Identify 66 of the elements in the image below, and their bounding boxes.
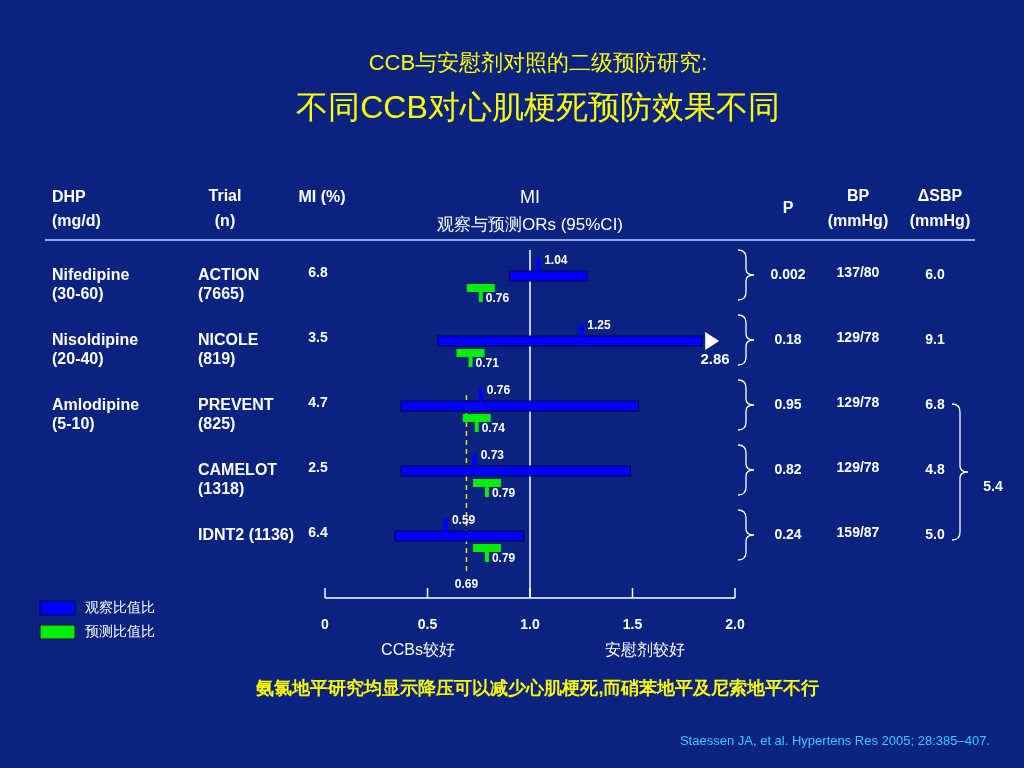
chart-title: CCB与安慰剂对照的二级预防研究: bbox=[368, 50, 708, 77]
annotation: 2.86 bbox=[700, 350, 730, 368]
ref-line-label: 0.69 bbox=[454, 577, 479, 592]
annotation: 2.5 bbox=[308, 459, 328, 476]
text: 159/87 bbox=[836, 524, 880, 541]
text: Nifedipine (30-60) bbox=[52, 265, 131, 304]
text: 129/78 bbox=[836, 394, 880, 411]
text: 9.1 bbox=[925, 331, 945, 348]
text: 6.8 bbox=[925, 396, 945, 413]
text: 4.8 bbox=[925, 461, 945, 478]
x-tick-label: 2.0 bbox=[725, 616, 745, 633]
text: 观察与预测ORs (95%CI) bbox=[436, 215, 624, 236]
data-label: 0.74 bbox=[481, 421, 506, 436]
text: 0.95 bbox=[774, 396, 802, 413]
data-label: 0.76 bbox=[485, 291, 510, 306]
text: 安慰剂较好 bbox=[605, 640, 685, 660]
data-label: 0.73 bbox=[480, 448, 504, 463]
text: (mmHg) bbox=[827, 211, 889, 231]
text: DHP bbox=[52, 187, 86, 207]
annotation: 3.5 bbox=[308, 329, 328, 346]
data-label: 0.76 bbox=[486, 383, 511, 398]
y-tick-label: CAMELOT (1318) bbox=[198, 460, 279, 499]
text: ΔSBP bbox=[917, 186, 963, 206]
text: 129/78 bbox=[836, 329, 880, 346]
text: P bbox=[782, 198, 794, 218]
annotation: 6.4 bbox=[308, 524, 328, 541]
text: 0.18 bbox=[774, 331, 802, 348]
x-tick-label: 0.5 bbox=[417, 616, 438, 633]
text: 0.24 bbox=[774, 526, 802, 543]
data-label: 1.25 bbox=[587, 318, 611, 333]
data-label: 0.59 bbox=[451, 513, 476, 528]
annotation: 6.8 bbox=[308, 264, 328, 281]
data-label: 1.04 bbox=[544, 253, 568, 268]
text: 5.0 bbox=[925, 526, 945, 543]
text: Amlodipine (5-10) bbox=[52, 395, 141, 434]
text: Staessen JA, et al. Hypertens Res 2005; 28:385–407. bbox=[679, 733, 990, 749]
y-tick-label: ACTION (7665) bbox=[198, 265, 261, 304]
text: CCBs较好 bbox=[381, 640, 455, 660]
text: 5.4 bbox=[983, 478, 1003, 495]
legend-label: 预测比值比 bbox=[85, 623, 155, 640]
y-tick-label: NICOLE (819) bbox=[198, 330, 260, 369]
annotation: 4.7 bbox=[308, 394, 328, 411]
data-label: 0.71 bbox=[475, 356, 499, 371]
legend-label: 观察比值比 bbox=[85, 599, 155, 616]
text: 129/78 bbox=[836, 459, 880, 476]
text: Trial bbox=[208, 186, 242, 206]
x-tick-label: 1.5 bbox=[622, 616, 643, 633]
chart-subtitle: 不同CCB对心肌梗死预防效果不同 bbox=[296, 88, 780, 127]
text: (mmHg) bbox=[909, 211, 971, 231]
text: (n) bbox=[214, 211, 236, 231]
text: BP bbox=[846, 186, 870, 206]
text: MI bbox=[520, 187, 540, 209]
text: 6.0 bbox=[925, 266, 945, 283]
text: 0.82 bbox=[774, 461, 802, 478]
data-label: 0.79 bbox=[491, 486, 516, 501]
x-tick-label: 1.0 bbox=[520, 616, 540, 633]
text: Nisoldipine (20-40) bbox=[52, 330, 140, 369]
text: 0.002 bbox=[770, 266, 806, 283]
text: MI (%) bbox=[298, 187, 346, 207]
text: 137/80 bbox=[836, 264, 880, 281]
data-label: 0.79 bbox=[491, 551, 516, 566]
x-tick-label: 0 bbox=[321, 616, 329, 633]
text: (mg/d) bbox=[52, 211, 101, 231]
y-tick-label: IDNT2 (1136) bbox=[198, 525, 296, 545]
y-tick-label: PREVENT (825) bbox=[198, 395, 275, 434]
text: 氨氯地平研究均显示降压可以减少心肌梗死,而硝苯地平及尼索地平不行 bbox=[256, 678, 820, 700]
